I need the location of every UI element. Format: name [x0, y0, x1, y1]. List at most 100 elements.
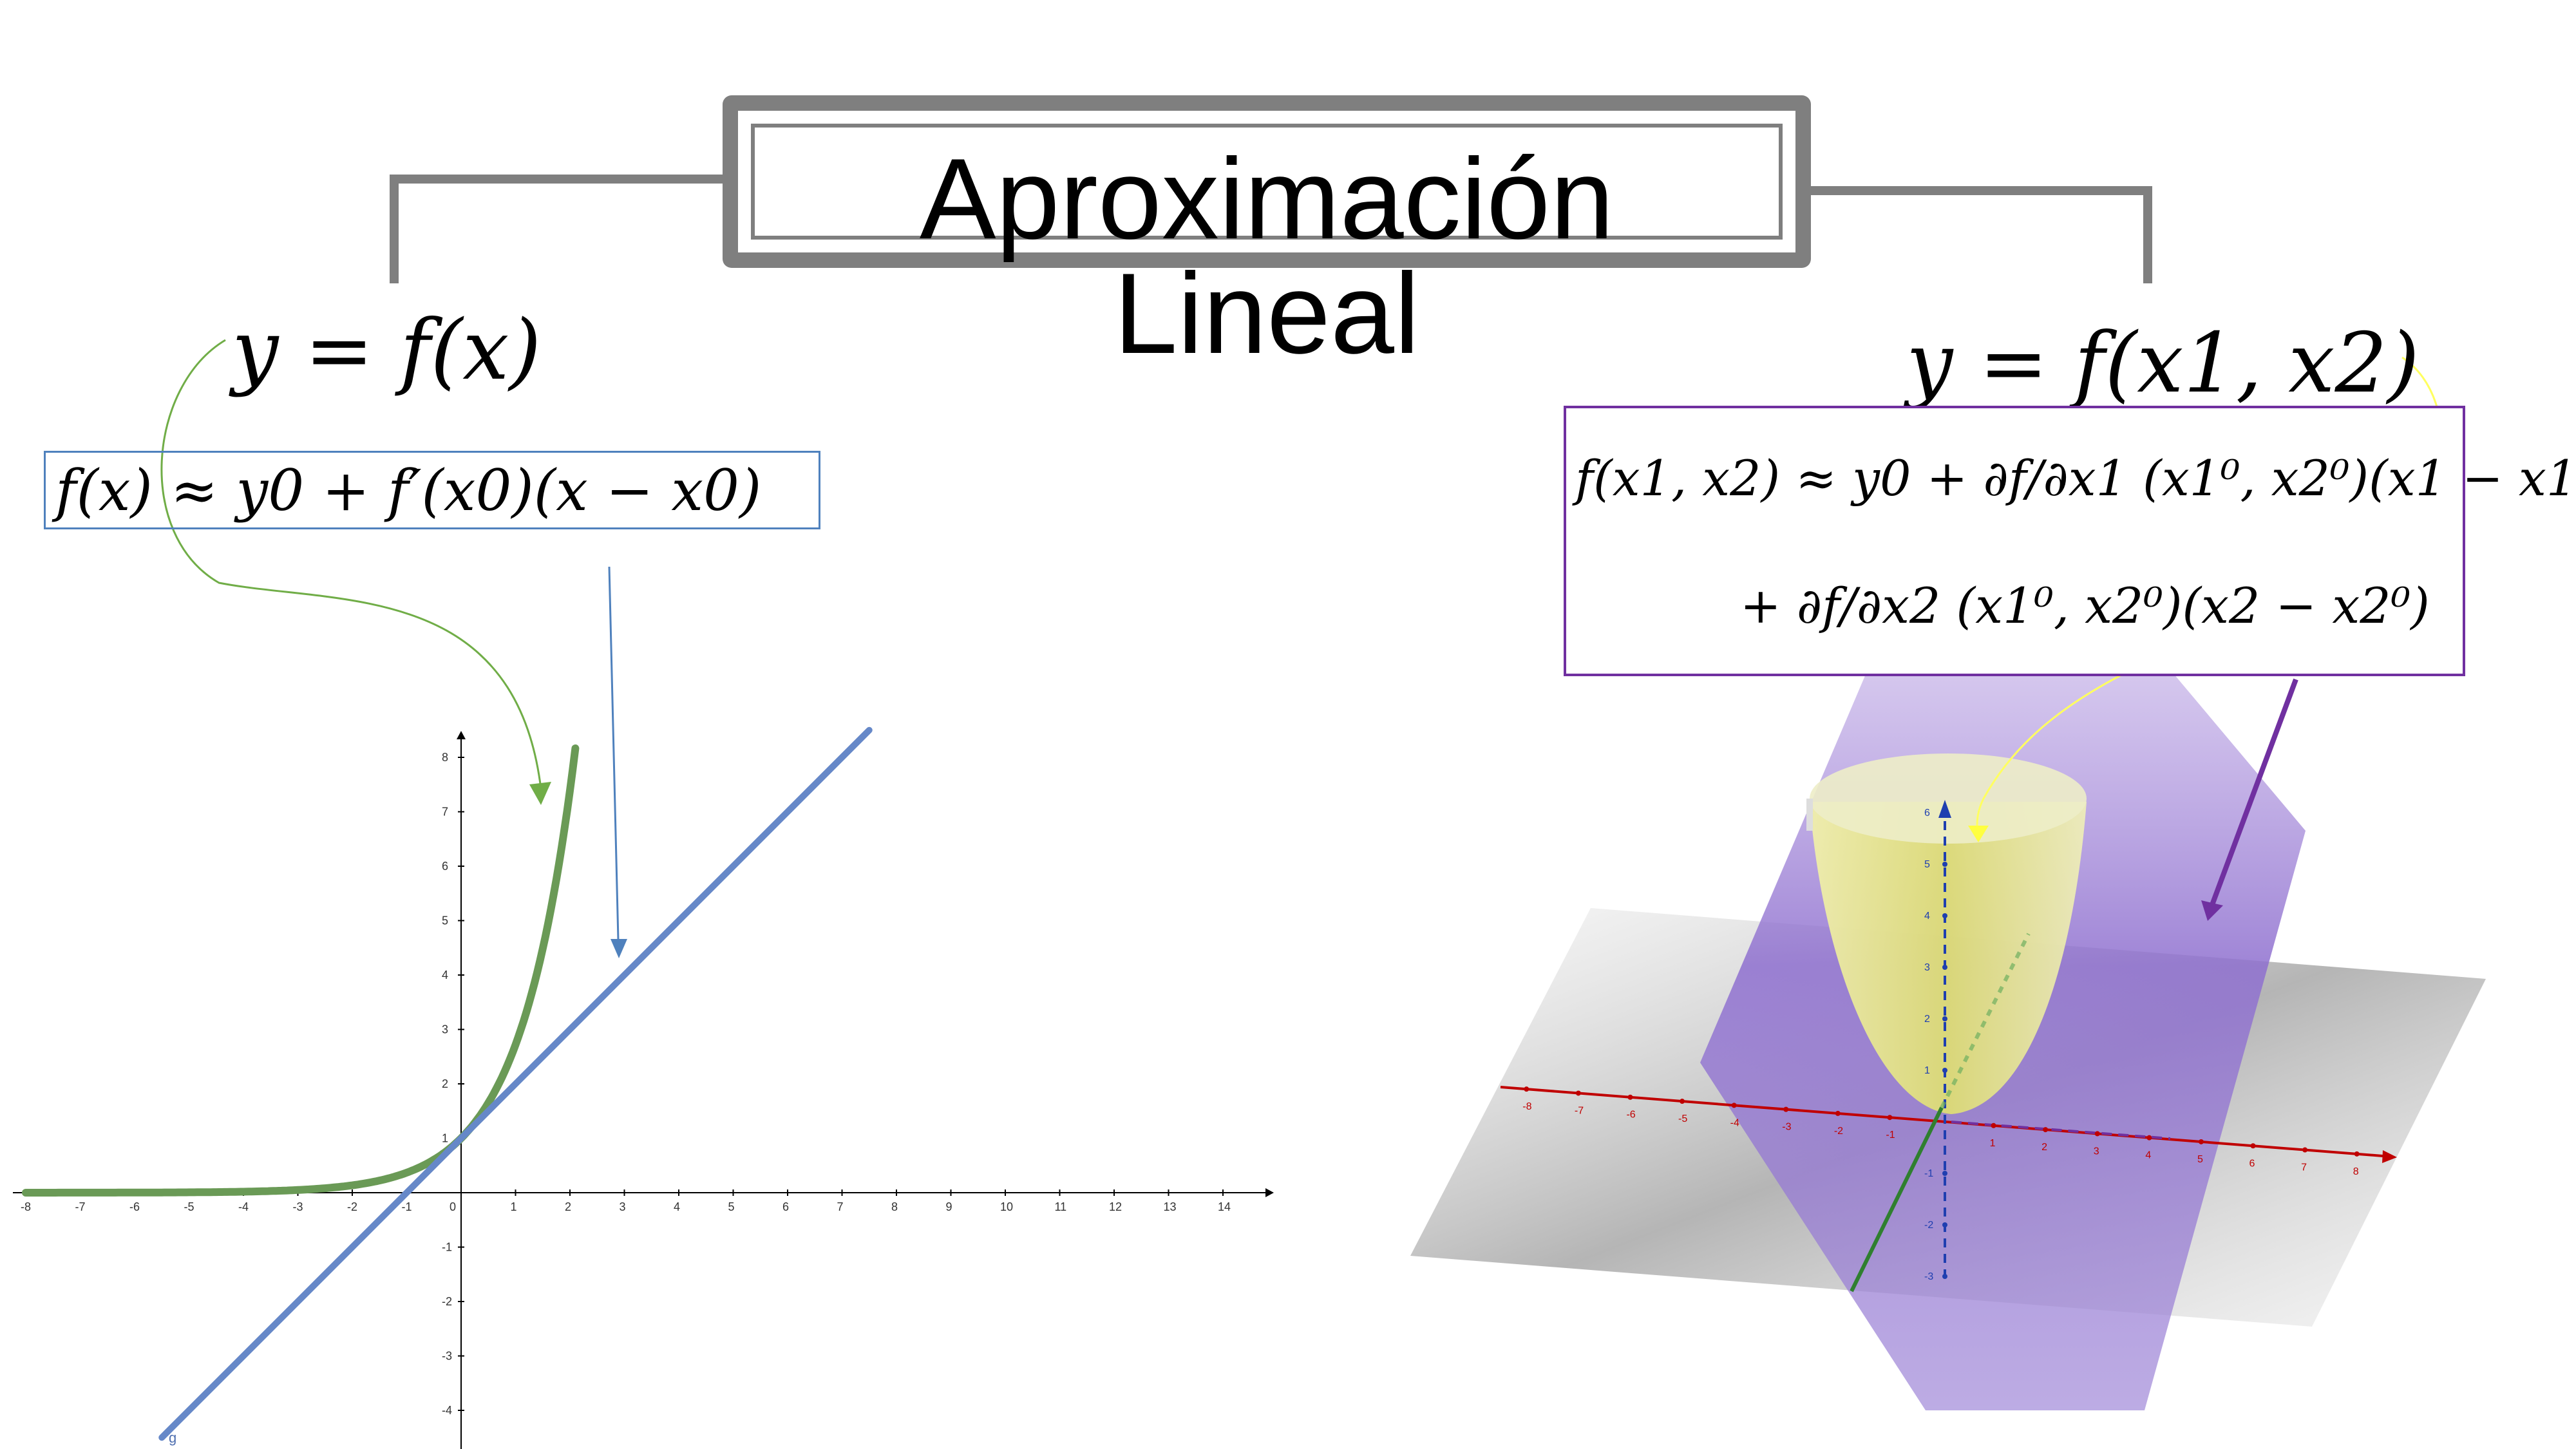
tangent-pointer-arrow: [608, 566, 620, 941]
x1-tick-label: -4: [1730, 1117, 1739, 1128]
x1-tick-labels: -8 -7 -6 -5 -4 -3 -2 -1 1 2 3 4 5 6 7 8: [1522, 1086, 2360, 1177]
y-tick-label: 6: [442, 860, 448, 873]
x1-tick-label: -2: [1834, 1126, 1843, 1137]
x1-axis: [1500, 1086, 2383, 1157]
vertical-tick-mark: [1942, 1068, 1947, 1073]
graph-2d: -8 -7 -6 -5 -4 -3 -2 -1 0 1 2 3 4 5 6 7 8 9 10 11 12 13 14 876…: [13, 726, 1274, 1449]
scene-3d: -8 -7 -6 -5 -4 -3 -2 -1 1 2 3 4 5 6 7 8 6 5 4 3 2 1 -1 -2 -3: [1410, 670, 2486, 1410]
x-tick-label: 4: [674, 1200, 680, 1213]
x-tick-label: 3: [620, 1200, 626, 1213]
x1-tick-label: 5: [2197, 1154, 2203, 1165]
y-axis-arrow: [457, 731, 466, 739]
page-title: Aproximación Lineal: [919, 135, 1615, 377]
y-tick-label: 2: [442, 1077, 448, 1090]
x-tick-label: 5: [728, 1200, 735, 1213]
x1-tick-label: -1: [1886, 1130, 1895, 1141]
x1-tick-label: -8: [1522, 1101, 1531, 1112]
x1-tick-mark: [2043, 1127, 2049, 1133]
title-inner-frame: Aproximación Lineal: [751, 124, 1783, 371]
x1-axis-hidden: [1951, 1121, 2171, 1140]
vertical-tick-mark: [1942, 913, 1947, 918]
vertical-tick-mark: [1942, 862, 1947, 867]
x1-tick-mark: [1731, 1103, 1737, 1108]
x1-tick-label: 4: [2145, 1150, 2151, 1161]
plane-pointer-arrowhead: [2201, 900, 2223, 921]
paraboloid-pointer-arrowhead: [1968, 826, 1989, 842]
y-tick-label: 7: [442, 806, 448, 819]
vertical-axis-arrow: [1938, 800, 1951, 818]
y-tick-label: 3: [442, 1023, 448, 1036]
x1-tick-label: 8: [2353, 1166, 2359, 1177]
vertical-tick-mark: [1942, 1016, 1947, 1021]
curve-pointer-arrow: [160, 339, 542, 790]
x1-tick-mark: [1524, 1086, 1530, 1092]
x1-tick-label: 1: [1990, 1138, 1996, 1149]
y-tick-label: 5: [442, 914, 448, 927]
vertical-tick-label: -3: [1924, 1271, 1933, 1282]
x-tick-label: -7: [75, 1200, 86, 1213]
vertical-tick-label: -1: [1924, 1168, 1933, 1179]
right-function: y = f(x1, x2): [1906, 316, 2420, 412]
right-approx-line2: + ∂f/∂x2 (x1⁰, x2⁰)(x2 − x2⁰): [1740, 577, 2430, 634]
y-tick-label: 4: [442, 969, 448, 981]
left-function-text: y = f(x): [232, 303, 542, 399]
x1-tick-label: 7: [2301, 1162, 2307, 1173]
vertical-tick-label: -2: [1924, 1220, 1933, 1231]
paraboloid-surface: [1810, 802, 2087, 1114]
x1-tick-mark: [2094, 1131, 2100, 1137]
left-approximation: f(x) ≈ y0 + f′(x0)(x − x0): [55, 457, 762, 524]
y-tick-label: -2: [442, 1295, 452, 1308]
x-tick-label: 13: [1164, 1200, 1177, 1213]
x1-tick-mark: [1627, 1094, 1633, 1100]
x-tick-label: -2: [347, 1200, 357, 1213]
vertical-tick-mark: [1942, 965, 1947, 970]
right-approx-line1: f(x1, x2) ≈ y0 + ∂f/∂x1 (x1⁰, x2⁰)(x1 − …: [1575, 450, 2576, 507]
x1-tick-label: -7: [1575, 1105, 1584, 1116]
vertical-tick-label: 1: [1924, 1065, 1930, 1076]
x-tick-label: 12: [1109, 1200, 1122, 1213]
plane-pointer-arrow: [2210, 678, 2298, 906]
left-function: y = f(x): [232, 303, 541, 399]
x1-axis-arrow: [2382, 1150, 2397, 1163]
vertical-tick-mark: [1942, 1222, 1947, 1227]
x1-tick-mark: [2354, 1151, 2360, 1157]
x1-tick-mark: [2302, 1147, 2308, 1153]
x2-axis: [1850, 1106, 1944, 1293]
x-tick-labels: -8 -7 -6 -5 -4 -3 -2 -1 0 1 2 3 4 5 6 7 8 9 10 11 12 13 14: [21, 1189, 1231, 1213]
x-tick-label: 9: [946, 1200, 952, 1213]
x1-tick-mark: [1680, 1099, 1685, 1104]
x-tick-label: 2: [565, 1200, 571, 1213]
x1-tick-label: 6: [2249, 1158, 2255, 1169]
y-tick-label: -4: [442, 1404, 452, 1417]
x-tick-label: 7: [837, 1200, 844, 1213]
x1-tick-label: -3: [1782, 1122, 1791, 1133]
y-tick-label: -1: [442, 1241, 452, 1254]
x1-tick-mark: [1783, 1106, 1789, 1112]
x-tick-label: 1: [511, 1200, 517, 1213]
x-tick-label: 11: [1055, 1200, 1067, 1213]
x-tick-label: -4: [238, 1200, 249, 1213]
x1-tick-mark: [2146, 1135, 2152, 1141]
x-tick-label: 0: [450, 1200, 456, 1213]
tangent-line: [158, 726, 873, 1441]
vertical-tick-mark: [1942, 1171, 1947, 1176]
title-connectors: [390, 175, 2152, 283]
y-tick-labels: 8 7 6 5 4 3 2 1 -1 -2 -3 -4: [442, 751, 464, 1417]
x-tick-label: -1: [402, 1200, 412, 1213]
x1-tick-label: 3: [2094, 1146, 2099, 1157]
y-tick-label: 8: [442, 751, 448, 764]
left-approx-box: [44, 451, 820, 529]
x1-tick-label: 2: [2041, 1142, 2047, 1153]
vertical-tick-labels: 6 5 4 3 2 1 -1 -2 -3: [1924, 808, 1947, 1282]
vertical-tick-mark: [1942, 810, 1947, 815]
x1-tick-label: -6: [1626, 1110, 1635, 1121]
x-tick-label: -3: [293, 1200, 303, 1213]
right-approx-box: f(x1, x2) ≈ y0 + ∂f/∂x1 (x1⁰, x2⁰)(x1 − …: [1564, 406, 2576, 676]
title-frame: Aproximación Lineal: [723, 95, 1811, 371]
x1-tick-mark: [1887, 1115, 1893, 1121]
vertical-tick-label: 6: [1924, 808, 1930, 819]
x-axis-arrow: [1265, 1188, 1274, 1197]
x1-tick-label: -5: [1678, 1113, 1687, 1124]
vertical-tick-label: 3: [1924, 962, 1930, 973]
